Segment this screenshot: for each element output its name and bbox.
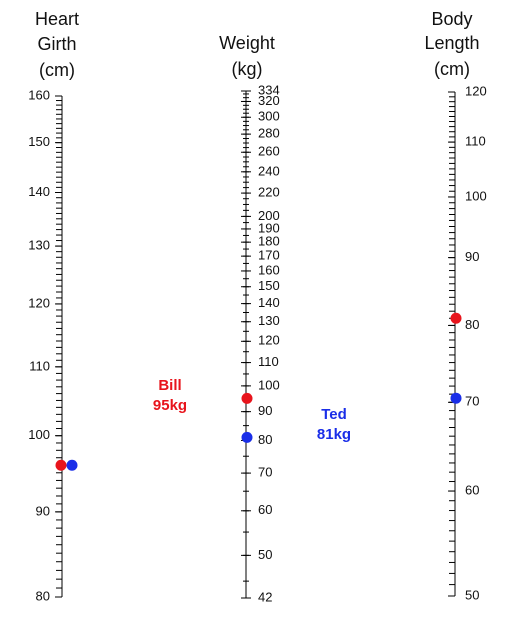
series-name: Ted xyxy=(321,406,347,423)
tick-label: 100 xyxy=(258,377,280,392)
tick-label: 160 xyxy=(28,87,50,102)
tick-label: 90 xyxy=(465,249,479,264)
tick-label: 200 xyxy=(258,208,280,223)
point xyxy=(55,459,67,471)
point xyxy=(450,392,462,404)
tick-label: 70 xyxy=(465,394,479,409)
tick-label: 120 xyxy=(28,295,50,310)
tick-label: 110 xyxy=(29,358,50,373)
weight-label: 81kg xyxy=(317,426,351,443)
axis-title: Body xyxy=(431,9,472,29)
tick-label: 280 xyxy=(258,126,280,141)
tick-label: 100 xyxy=(465,188,487,203)
tick-label: 160 xyxy=(258,262,280,277)
tick-label: 50 xyxy=(465,587,479,602)
tick-label: 120 xyxy=(465,83,487,98)
axis-title: Heart xyxy=(35,9,79,29)
axis-title: Length xyxy=(424,33,479,53)
tick-label: 260 xyxy=(258,144,280,159)
tick-label: 150 xyxy=(28,134,50,149)
tick-label: 150 xyxy=(258,278,280,293)
tick-label: 334 xyxy=(258,82,280,97)
tick-label: 60 xyxy=(258,502,272,517)
tick-label: 42 xyxy=(258,589,272,604)
axis-title: Weight xyxy=(219,33,275,53)
tick-label: 80 xyxy=(465,317,479,332)
tick-label: 130 xyxy=(28,238,50,253)
tick-label: 90 xyxy=(258,403,272,418)
tick-label: 220 xyxy=(258,185,280,200)
tick-label: 80 xyxy=(258,432,272,447)
tick-label: 70 xyxy=(258,465,272,480)
tick-label: 140 xyxy=(28,184,50,199)
tick-label: 140 xyxy=(258,295,280,310)
tick-label: 240 xyxy=(258,163,280,178)
point xyxy=(450,312,462,324)
weight-label: 95kg xyxy=(153,397,187,414)
point xyxy=(66,459,78,471)
tick-label: 50 xyxy=(258,547,272,562)
tick-label: 300 xyxy=(258,109,280,124)
axis-title: (cm) xyxy=(434,59,470,79)
tick-label: 170 xyxy=(258,248,280,263)
axis-title: (kg) xyxy=(232,59,263,79)
tick-label: 180 xyxy=(258,234,280,249)
tick-label: 80 xyxy=(36,588,50,603)
tick-label: 120 xyxy=(258,333,280,348)
series-name: Bill xyxy=(158,377,181,394)
tick-label: 90 xyxy=(36,503,50,518)
axis-title: Girth xyxy=(37,34,76,54)
tick-label: 110 xyxy=(465,134,486,149)
tick-label: 60 xyxy=(465,482,479,497)
tick-label: 130 xyxy=(258,313,280,328)
axis-title: (cm) xyxy=(39,60,75,80)
tick-label: 100 xyxy=(28,427,50,442)
point xyxy=(241,431,253,443)
tick-label: 190 xyxy=(258,220,280,235)
tick-label: 320 xyxy=(258,93,280,108)
point xyxy=(241,392,253,404)
tick-label: 110 xyxy=(258,354,279,369)
